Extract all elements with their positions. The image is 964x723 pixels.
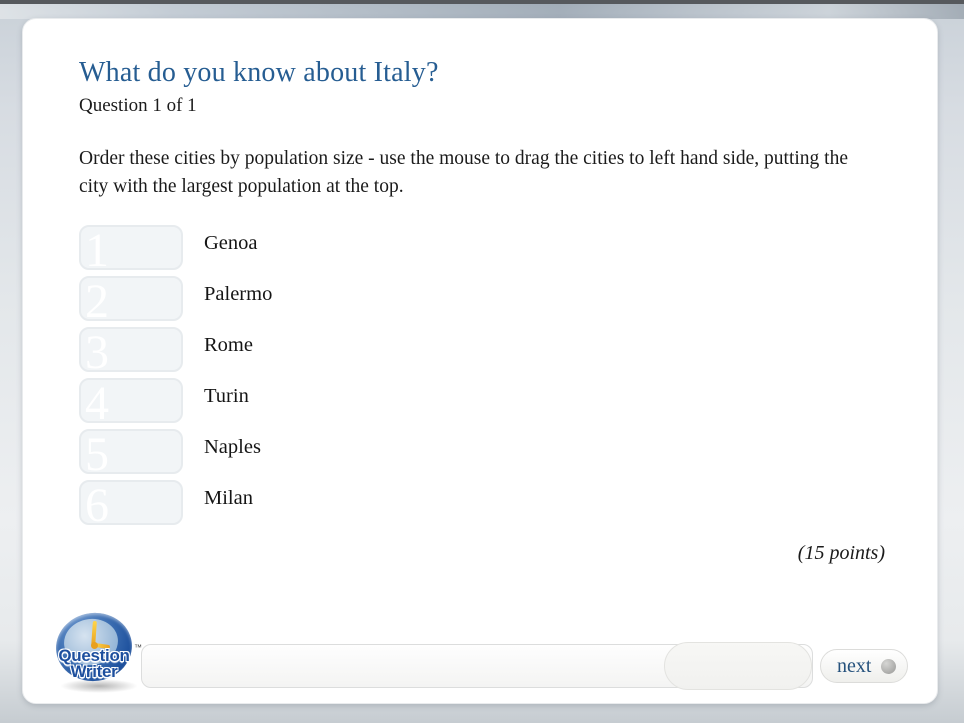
next-button[interactable]: next: [820, 649, 908, 683]
city-item-turin[interactable]: Turin: [204, 385, 249, 407]
slot-number: 1: [85, 224, 109, 277]
top-chrome-band: [0, 4, 964, 19]
city-item-naples[interactable]: Naples: [204, 436, 261, 458]
quiz-card: What do you know about Italy? Question 1…: [22, 18, 938, 704]
logo-text-writer: Writer: [70, 662, 118, 681]
page-title: What do you know about Italy?: [79, 57, 439, 88]
instructions-text: Order these cities by population size - …: [79, 148, 848, 197]
order-row: 4 Turin: [79, 378, 887, 428]
slot-number: 2: [85, 275, 109, 328]
drop-slot-3[interactable]: 3: [79, 327, 183, 377]
slot-number: 6: [85, 479, 109, 532]
slot-number: 5: [85, 428, 109, 481]
order-row: 1 Genoa: [79, 225, 887, 275]
top-strip: [0, 0, 964, 4]
question-counter: Question 1 of 1: [79, 95, 197, 116]
drop-slot-4[interactable]: 4: [79, 378, 183, 428]
city-item-rome[interactable]: Rome: [204, 334, 253, 356]
question-content: What do you know about Italy? Question 1…: [79, 57, 887, 565]
city-item-genoa[interactable]: Genoa: [204, 232, 258, 254]
trademark-symbol: ™: [134, 643, 142, 652]
order-row: 2 Palermo: [79, 276, 887, 326]
city-item-milan[interactable]: Milan: [204, 487, 253, 509]
clock-center-dot: [91, 642, 98, 649]
slot-number: 4: [85, 377, 109, 430]
order-rows: 1 Genoa 2 Palermo 3 Rome: [79, 225, 887, 530]
logo-text-question: Question: [58, 646, 130, 665]
next-button-label: next: [837, 654, 872, 677]
points-label: (15 points): [797, 542, 885, 564]
slot-number: 3: [85, 326, 109, 379]
logo-shadow: [60, 679, 138, 693]
status-pill: [664, 642, 812, 690]
drop-slot-5[interactable]: 5: [79, 429, 183, 479]
city-item-palermo[interactable]: Palermo: [204, 283, 273, 305]
next-bead-icon: [881, 658, 897, 674]
drop-slot-6[interactable]: 6: [79, 480, 183, 530]
drop-slot-2[interactable]: 2: [79, 276, 183, 326]
question-writer-logo: Question Writer ™: [46, 608, 146, 695]
order-row: 3 Rome: [79, 327, 887, 377]
order-row: 6 Milan: [79, 480, 887, 530]
order-row: 5 Naples: [79, 429, 887, 479]
drop-slot-1[interactable]: 1: [79, 225, 183, 275]
